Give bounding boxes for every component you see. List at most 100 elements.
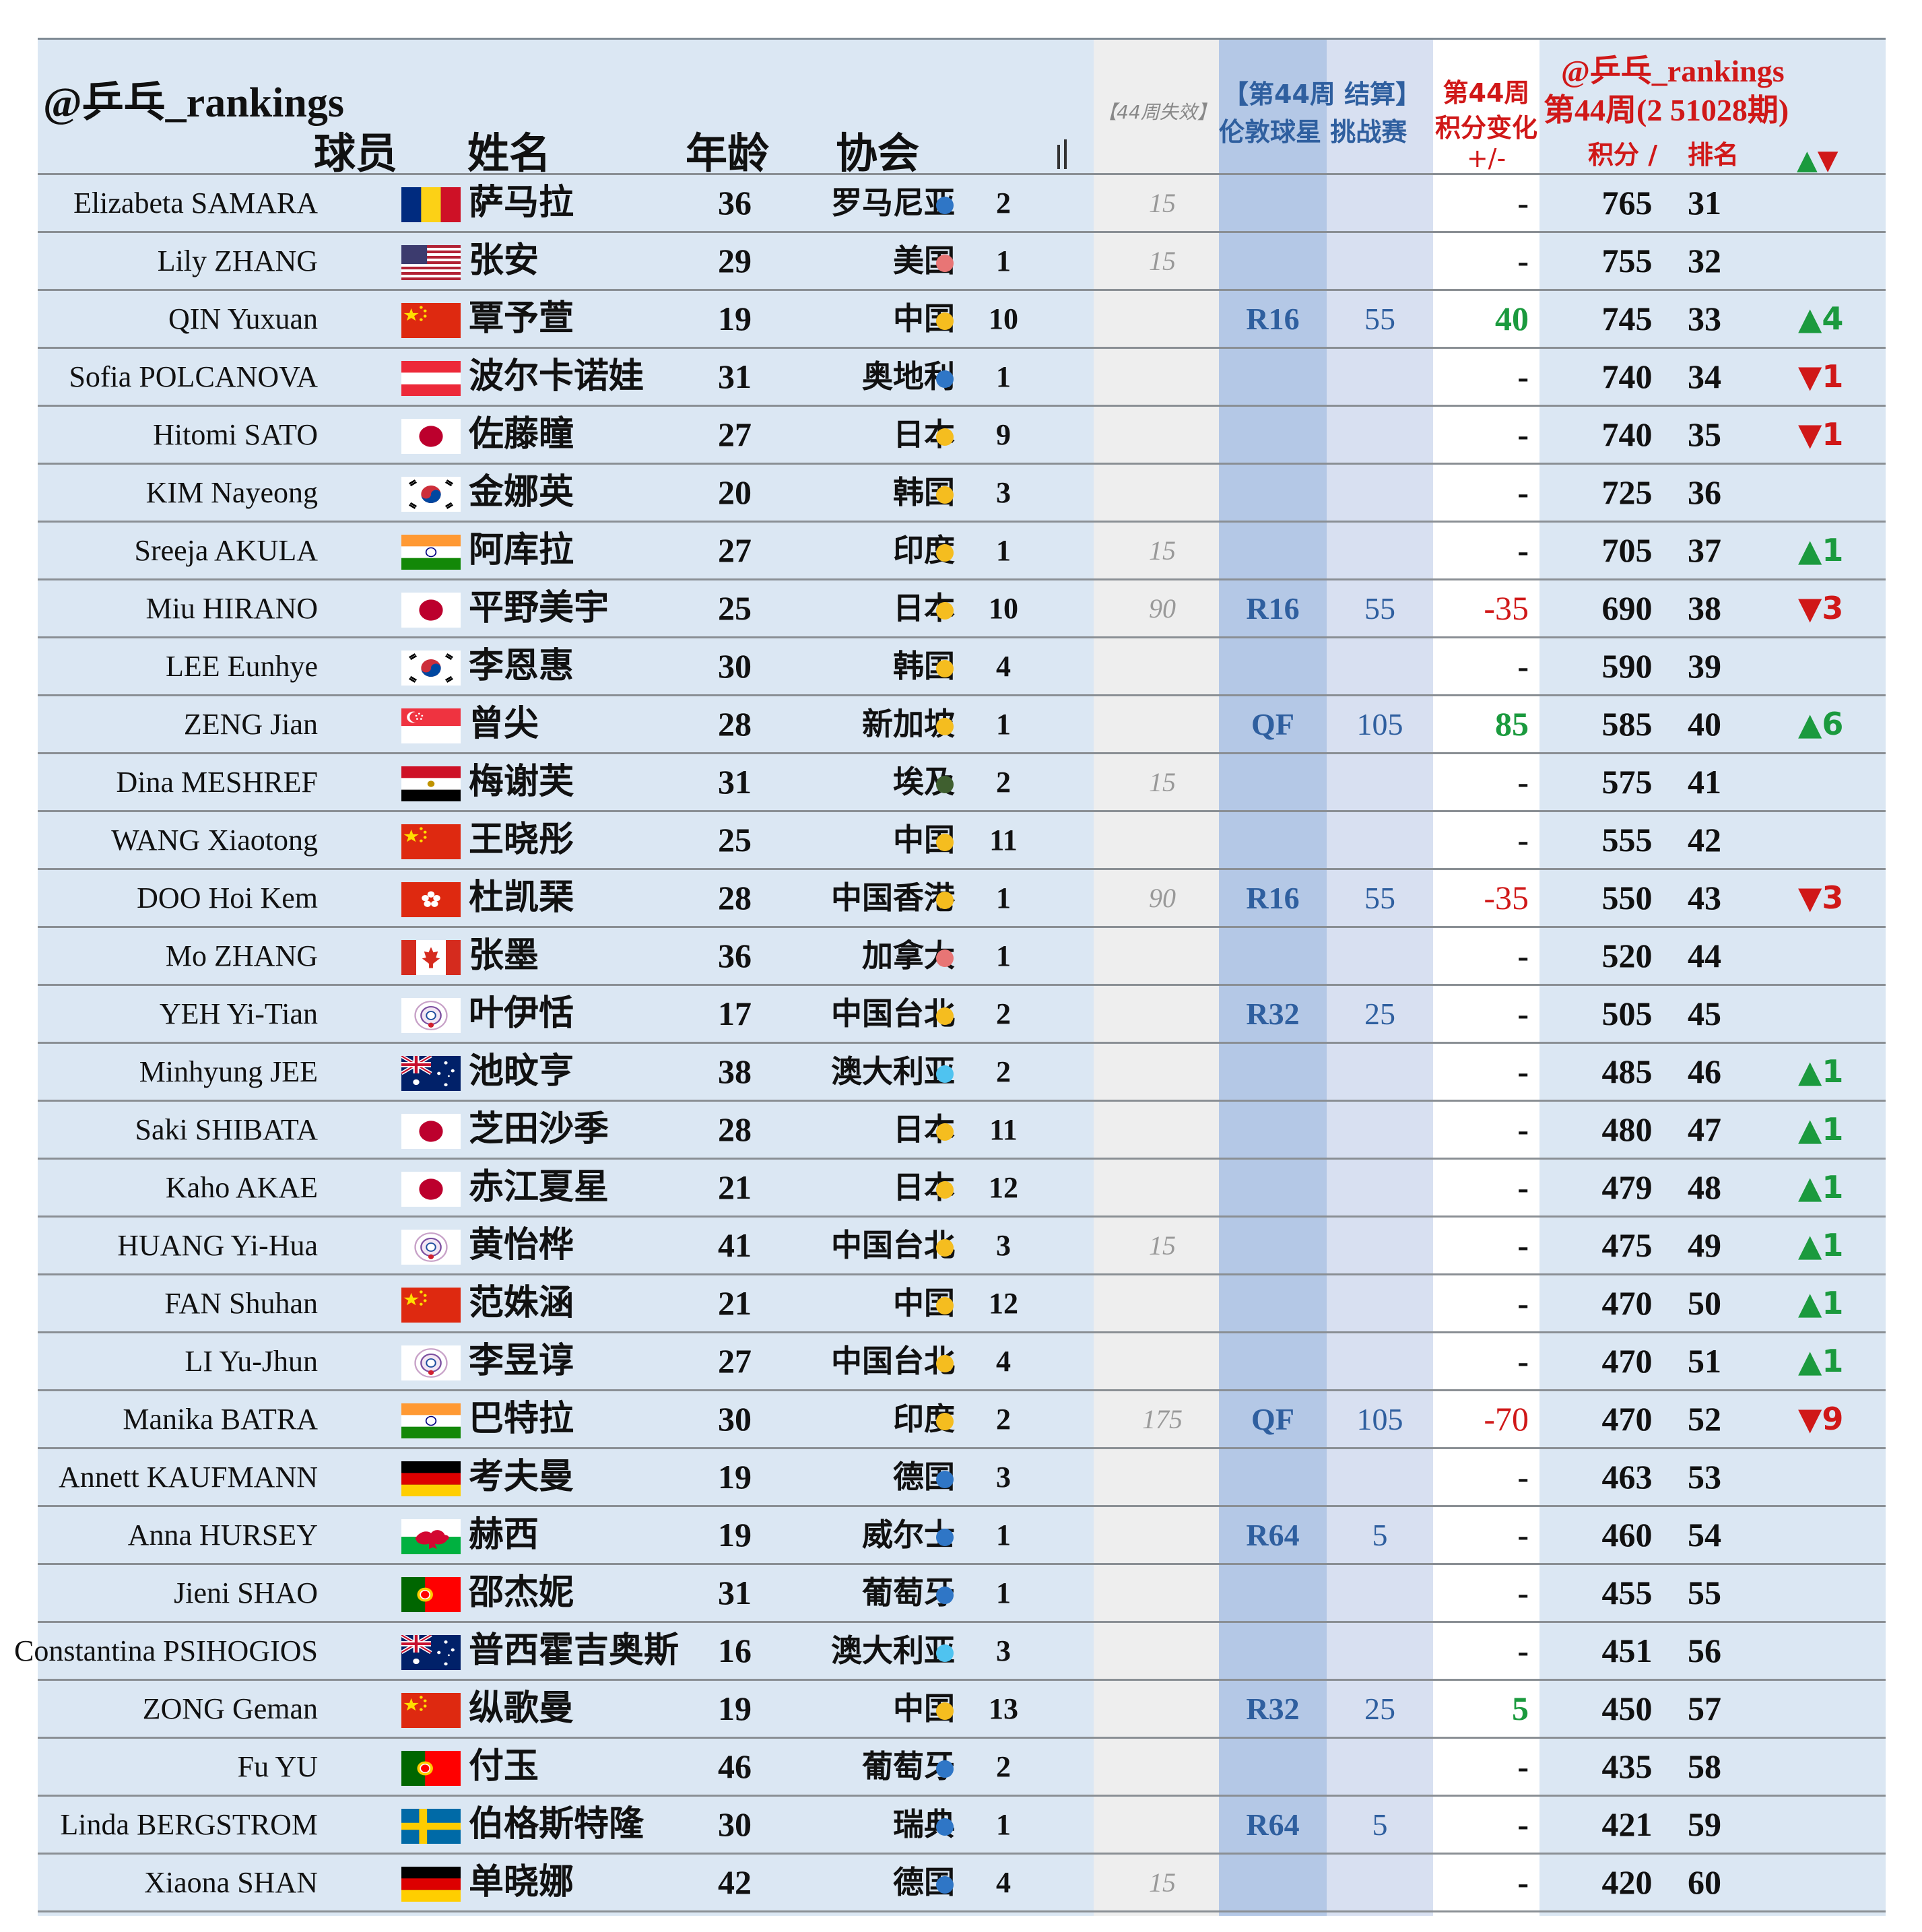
singapore-flag-icon	[401, 708, 461, 743]
canada-flag-icon	[401, 940, 461, 975]
points-change: -	[1517, 1805, 1529, 1843]
table-row: Kaho AKAE 赤江夏星 21 日本 12-479 48 ▲1	[38, 1158, 1886, 1215]
ranking-points: 421	[1601, 1805, 1653, 1843]
world-rank: 44	[1688, 937, 1721, 974]
tpe-flag-icon	[401, 998, 461, 1033]
header-age: 年龄	[686, 129, 770, 178]
event-points-column	[1327, 40, 1433, 1916]
player-english-name: Saki SHIBATA	[135, 1113, 319, 1146]
player-english-name: ZENG Jian	[183, 708, 318, 741]
player-association: 澳大利亚	[831, 1053, 955, 1090]
event-result: R64	[1246, 1807, 1300, 1842]
player-english-name: Manika BATRA	[123, 1403, 318, 1436]
player-english-name: WANG Xiaotong	[111, 824, 318, 857]
table-row: Dina MESHREF 梅谢芙 31 埃及 2 15-575 41	[38, 752, 1886, 810]
player-age: 31	[718, 1574, 752, 1611]
region-dot-icon	[936, 1529, 954, 1546]
header-points: 积分 /	[1588, 140, 1658, 170]
region-dot-icon	[936, 312, 954, 330]
player-age: 28	[718, 705, 752, 743]
player-english-name: Miu HIRANO	[145, 592, 318, 625]
table-row: Elizabeta SAMARA 萨马拉 36 罗马尼亚 2 15 - 765 31	[38, 173, 1886, 231]
region-dot-icon	[936, 1297, 954, 1314]
expiring-points: 15	[1149, 767, 1176, 797]
association-rank: 2	[996, 997, 1011, 1030]
header-player: 球员	[314, 129, 398, 178]
rank-movement: ▲1	[1798, 1227, 1844, 1263]
player-english-name: Jieni SHAO	[174, 1576, 318, 1609]
world-rank: 32	[1688, 242, 1721, 279]
player-english-name: FAN Shuhan	[164, 1287, 318, 1320]
player-chinese-name: 付玉	[469, 1746, 539, 1787]
player-age: 27	[718, 1342, 752, 1380]
header-change-week: 第44周	[1443, 78, 1530, 108]
player-english-name: Minhyung JEE	[139, 1055, 318, 1088]
player-association: 中国台北	[831, 995, 955, 1032]
points-change: -	[1517, 1516, 1529, 1554]
table-row: Minhyung JEE 池旼亨 38 澳大利亚 2 - 485 46 ▲1	[38, 1042, 1886, 1100]
tpe-flag-icon	[401, 1230, 461, 1265]
china-flag-icon	[401, 824, 461, 859]
table-row: FAN Shuhan 范姝涵 21 中国 12-470 50 ▲1	[38, 1273, 1886, 1331]
player-chinese-name: 李恩惠	[469, 646, 574, 686]
ranking-points: 455	[1601, 1574, 1653, 1611]
world-rank: 39	[1688, 647, 1721, 685]
points-change: 40	[1495, 300, 1529, 337]
player-association: 中国台北	[831, 1227, 955, 1263]
ranking-points: 705	[1601, 531, 1653, 569]
table-row: LEE Eunhye 李恩惠 30 韩国 4-590 39	[38, 636, 1886, 694]
player-rows: Elizabeta SAMARA 萨马拉 36 罗马尼亚 2 15-765 31 Lily Z…	[14, 173, 1886, 1912]
ranking-points: 451	[1601, 1632, 1653, 1669]
association-rank: 9	[996, 418, 1011, 451]
player-age: 28	[718, 879, 752, 917]
player-chinese-name: 佐藤瞳	[469, 414, 574, 455]
china-flag-icon	[401, 303, 461, 338]
player-age: 30	[718, 1805, 752, 1843]
points-change: -	[1517, 937, 1529, 974]
account-handle: @乒乓_rankings	[43, 80, 344, 126]
association-rank: 4	[996, 650, 1011, 683]
player-age: 21	[718, 1168, 752, 1206]
player-age: 20	[718, 473, 752, 511]
points-change: -	[1517, 821, 1529, 859]
region-dot-icon	[936, 1471, 954, 1488]
association-rank: 1	[996, 708, 1011, 741]
world-rank: 37	[1688, 531, 1721, 569]
table-row: Fu YU 付玉 46 葡萄牙 2-435 58	[38, 1737, 1886, 1795]
player-chinese-name: 张安	[469, 240, 539, 281]
player-english-name: Constantina PSIHOGIOS	[13, 1634, 318, 1667]
association-rank: 11	[989, 824, 1018, 857]
table-row: Hitomi SATO 佐藤瞳 27 日本 9-740 35 ▼1	[38, 405, 1886, 463]
ranking-points: 470	[1601, 1400, 1653, 1438]
points-change: -	[1517, 184, 1529, 222]
world-rank: 55	[1688, 1574, 1721, 1611]
points-change: -	[1517, 647, 1529, 685]
world-rank: 43	[1688, 879, 1721, 917]
egypt-flag-icon	[401, 766, 461, 801]
rank-movement: ▲1	[1798, 532, 1844, 568]
player-english-name: Xiaona SHAN	[144, 1866, 318, 1899]
germany-flag-icon	[401, 1461, 461, 1496]
player-age: 30	[718, 647, 752, 685]
player-chinese-name: 芝田沙季	[469, 1109, 609, 1150]
region-dot-icon	[936, 1355, 954, 1372]
ranking-points: 690	[1601, 589, 1653, 627]
table-row: Miu HIRANO 平野美宇 25 日本 10 90 R16 55 -35 690 38 ▼3	[38, 578, 1886, 636]
india-flag-icon	[401, 1403, 461, 1438]
points-change: -	[1517, 1458, 1529, 1496]
event-result: QF	[1251, 707, 1294, 741]
player-english-name: Sreeja AKULA	[134, 534, 319, 567]
world-rank: 53	[1688, 1458, 1721, 1496]
association-rank: 1	[996, 1808, 1011, 1841]
table-row: LI Yu-Jhun 李昱谆 27 中国台北 4 - 470 51 ▲1	[38, 1331, 1886, 1389]
ranking-points: 740	[1601, 358, 1653, 395]
region-dot-icon	[936, 1181, 954, 1199]
ranking-points: 435	[1601, 1747, 1653, 1785]
player-english-name: Elizabeta SAMARA	[73, 187, 318, 220]
association-rank: 4	[996, 1866, 1011, 1899]
table-row: Sreeja AKULA 阿库拉 27 印度 1 15-705 37 ▲1	[38, 521, 1886, 578]
ranking-points: 470	[1601, 1342, 1653, 1380]
points-change: -	[1517, 1632, 1529, 1669]
ranking-points: 585	[1601, 705, 1653, 743]
player-age: 42	[718, 1863, 752, 1901]
